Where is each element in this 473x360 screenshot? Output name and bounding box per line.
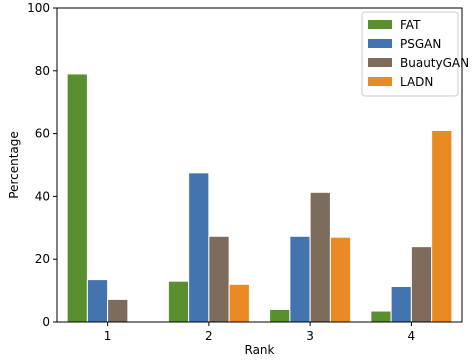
plot-frame (56, 7, 463, 323)
bars-layer (66, 73, 453, 323)
bar-fat-rank-3 (269, 308, 291, 323)
bar-psgan-rank-3 (289, 235, 311, 323)
legend-label-buautygan: BuautyGAN (400, 56, 469, 70)
bar-psgan-rank-4 (390, 286, 412, 323)
bar-buautygan-rank-2 (208, 235, 230, 323)
bar-psgan-rank-2 (188, 172, 210, 323)
legend-swatch-fat (368, 20, 392, 29)
x-axis-label: Rank (245, 343, 275, 357)
legend-label-ladn: LADN (400, 75, 433, 89)
y-tick-label: 60 (35, 127, 50, 141)
bar-psgan-rank-1 (86, 279, 109, 323)
y-tick-label: 40 (35, 189, 50, 203)
bar-ladn-rank-3 (329, 236, 352, 323)
y-axis-label: Percentage (7, 131, 21, 199)
legend-box (361, 11, 459, 97)
legend-swatch-buautygan (368, 58, 392, 67)
legend-label-psgan: PSGAN (400, 37, 441, 51)
y-tick-label: 0 (42, 315, 50, 329)
bar-ladn-rank-4 (431, 129, 453, 323)
bar-buautygan-rank-3 (309, 191, 331, 323)
y-axis: 0 20 40 60 80 100 (27, 1, 57, 329)
x-tick-label: 1 (104, 329, 112, 343)
y-tick-label: 100 (27, 1, 50, 15)
legend: FAT PSGAN BuautyGAN LADN (361, 11, 469, 97)
legend-swatch-ladn (368, 77, 392, 86)
legend-label-fat: FAT (400, 18, 421, 32)
x-tick-label: 2 (205, 329, 213, 343)
x-tick-label: 3 (306, 329, 314, 343)
y-tick-label: 80 (35, 64, 50, 78)
x-tick-label: 4 (408, 329, 416, 343)
legend-swatch-psgan (368, 39, 392, 48)
bar-fat-rank-2 (167, 280, 190, 323)
bar-ladn-rank-2 (228, 283, 250, 323)
x-axis: 1 2 3 4 (104, 322, 415, 343)
y-tick-label: 20 (35, 252, 50, 266)
bar-buautygan-rank-1 (107, 298, 129, 323)
bar-buautygan-rank-4 (410, 246, 433, 323)
bar-fat-rank-4 (370, 310, 392, 323)
bar-fat-rank-1 (66, 73, 88, 323)
